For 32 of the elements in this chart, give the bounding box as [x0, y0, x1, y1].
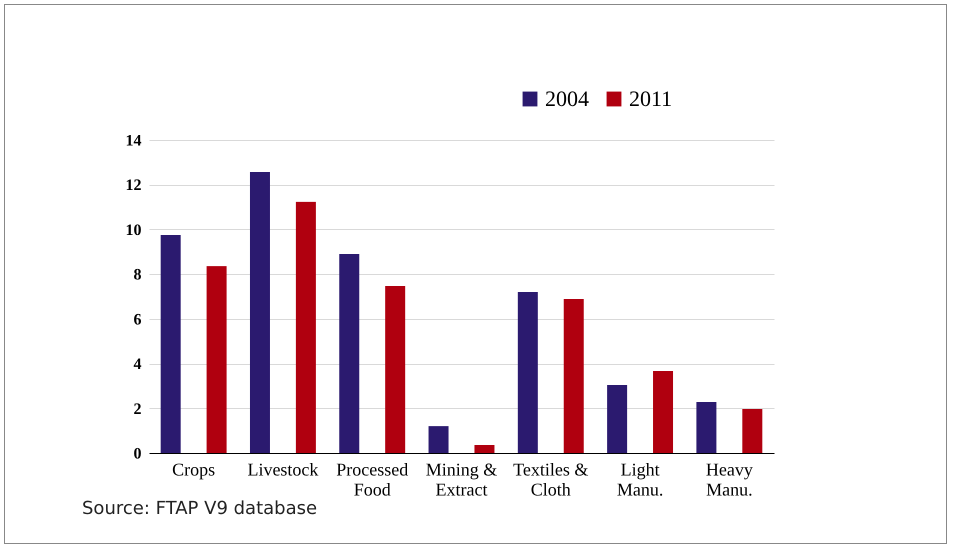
bar: [385, 286, 406, 453]
y-tick-label: 12: [126, 177, 142, 194]
y-tick-label: 4: [134, 356, 142, 374]
x-tick-label: Processed Food: [336, 460, 408, 500]
legend-label: 2004: [545, 86, 589, 111]
x-tick-label: Livestock: [247, 460, 318, 480]
bar: [696, 402, 716, 453]
x-tick-label: Light Manu.: [616, 460, 664, 500]
y-tick-label: 14: [126, 132, 142, 150]
bar: [339, 254, 360, 453]
y-tick-label: 10: [126, 222, 142, 239]
bar: [160, 235, 181, 453]
bar: [250, 172, 270, 453]
bar: [428, 426, 449, 453]
x-tick-label: Mining & Extract: [426, 460, 498, 500]
bar: [296, 202, 316, 453]
bar: [742, 408, 762, 453]
bar: [206, 266, 227, 453]
legend-label: 2011: [629, 86, 672, 111]
bar: [653, 370, 674, 453]
bar: [518, 292, 538, 453]
bar: [607, 385, 628, 453]
source-note: Source: FTAP V9 database: [82, 498, 318, 519]
y-tick-label: 8: [134, 266, 142, 284]
bar: [474, 444, 494, 453]
y-tick-label: 2: [134, 400, 142, 418]
y-tick-label: 6: [134, 311, 142, 328]
x-tick-label: Crops: [172, 460, 216, 480]
y-tick-label: 0: [134, 446, 142, 462]
bar: [564, 298, 584, 453]
x-tick-label: Textiles & Cloth: [513, 460, 588, 500]
x-tick-label: Heavy Manu.: [706, 460, 753, 500]
